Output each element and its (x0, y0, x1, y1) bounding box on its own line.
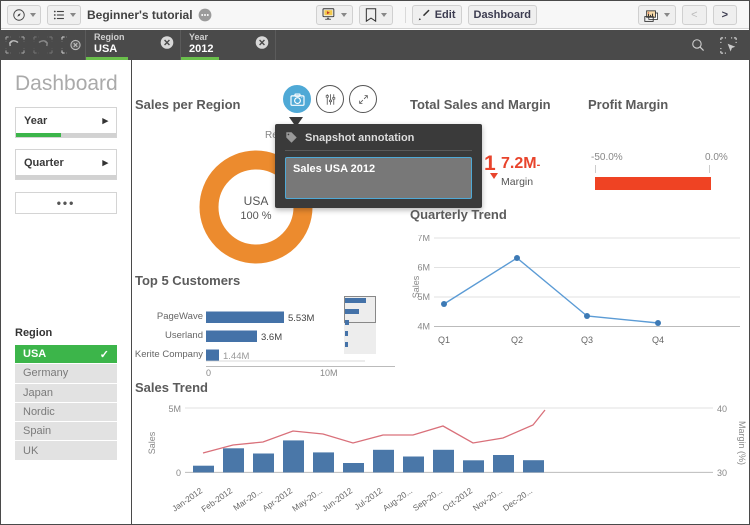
svg-text:Nov-20...: Nov-20... (471, 485, 504, 513)
svg-text:6M: 6M (417, 263, 430, 273)
svg-text:0: 0 (176, 468, 181, 478)
svg-text:Q1: Q1 (438, 335, 450, 345)
svg-text:1.44M: 1.44M (223, 351, 249, 362)
svg-text:5.53M: 5.53M (288, 313, 314, 324)
svg-text:Q2: Q2 (511, 335, 523, 345)
svg-text:Sales: Sales (411, 275, 421, 298)
svg-text:40: 40 (717, 404, 727, 414)
svg-text:Apr-2012: Apr-2012 (260, 485, 294, 513)
svg-text:Aug-20...: Aug-20... (381, 485, 414, 513)
svg-text:Feb-2012: Feb-2012 (199, 485, 234, 514)
svg-text:7M: 7M (417, 235, 430, 243)
svg-text:USA: USA (244, 194, 269, 208)
svg-text:Q3: Q3 (581, 335, 593, 345)
svg-text:Q4: Q4 (652, 335, 664, 345)
svg-text:Kerite Company: Kerite Company (135, 349, 203, 360)
svg-text:May-20...: May-20... (290, 485, 324, 513)
svg-text:30: 30 (717, 468, 727, 478)
svg-text:Oct-2012: Oct-2012 (440, 485, 474, 513)
svg-text:Jun-2012: Jun-2012 (320, 485, 354, 513)
svg-text:5M: 5M (168, 404, 181, 414)
svg-text:Margin (%): Margin (%) (737, 421, 747, 465)
svg-text:Jan-2012: Jan-2012 (170, 485, 204, 513)
svg-text:100 %: 100 % (240, 210, 271, 222)
svg-text:Jul-2012: Jul-2012 (352, 485, 384, 512)
svg-text:3.6M: 3.6M (261, 332, 282, 343)
svg-text:4M: 4M (417, 322, 430, 332)
svg-text:Sep-20...: Sep-20... (411, 485, 444, 513)
svg-text:Mar-20...: Mar-20... (231, 485, 264, 512)
svg-text:PageWave: PageWave (157, 311, 203, 322)
svg-text:Dec-20...: Dec-20... (501, 485, 534, 513)
svg-text:Sales: Sales (147, 431, 157, 454)
svg-text:Userland: Userland (165, 330, 203, 341)
